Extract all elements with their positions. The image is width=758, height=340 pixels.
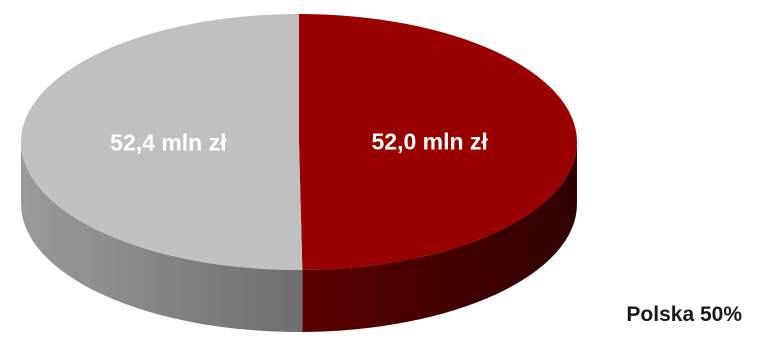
- pie-slice-side-0: [302, 142, 577, 332]
- pie-tops: [20, 14, 577, 270]
- pie-slice-1: [20, 14, 303, 270]
- pie-slice-side-1: [21, 142, 303, 332]
- annotation-polska: Polska 50%: [626, 303, 742, 326]
- pie-labels: 52,0 mln zł 52,4 mln zł: [110, 129, 488, 156]
- pie-sides: [21, 142, 577, 332]
- pie-slice-0: [299, 14, 577, 270]
- pie-slice-label-1: 52,4 mln zł: [110, 129, 227, 155]
- pie-slice-label-0: 52,0 mln zł: [371, 129, 488, 155]
